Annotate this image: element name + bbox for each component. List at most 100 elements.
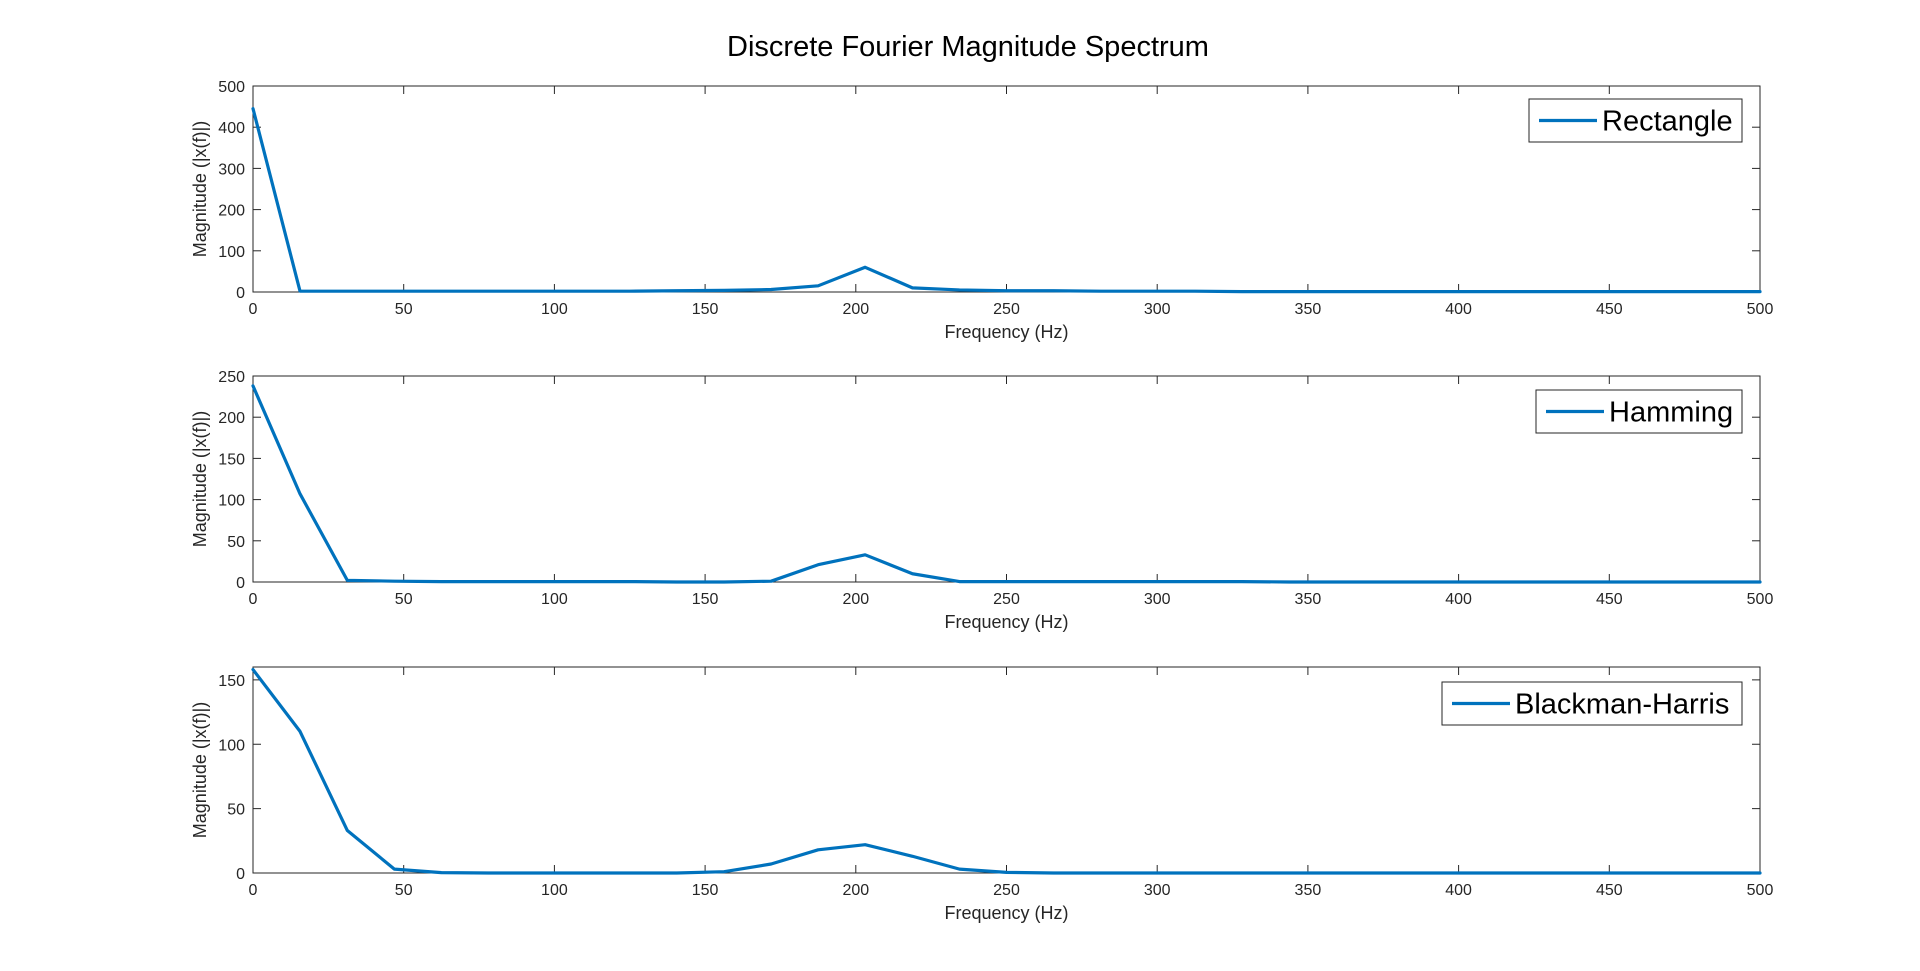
subplot-3: 0 50 100 150 200 250 300 350 400 450 500 0 50 100 150 F… xyxy=(190,666,1773,923)
x-tick-label: 0 xyxy=(249,882,258,899)
data-point xyxy=(1288,871,1291,874)
data-point xyxy=(534,290,537,293)
data-point xyxy=(1711,290,1714,293)
x-tick-label: 450 xyxy=(1596,882,1623,899)
data-point xyxy=(581,580,584,583)
y-tick-label: 0 xyxy=(236,285,245,302)
data-point xyxy=(1523,871,1526,874)
y-tick-label: 100 xyxy=(218,737,245,754)
data-point xyxy=(628,871,631,874)
x-tick-label: 200 xyxy=(842,591,869,608)
data-point xyxy=(958,288,961,291)
data-point xyxy=(1758,290,1761,293)
x-tick-label: 200 xyxy=(842,882,869,899)
x-tick-label: 50 xyxy=(395,882,413,899)
x-tick-label: 350 xyxy=(1295,591,1322,608)
y-axis-label: Magnitude (|x(f)|) xyxy=(190,121,210,257)
data-point xyxy=(1052,289,1055,292)
data-point xyxy=(1523,580,1526,583)
x-tick-label: 200 xyxy=(842,301,869,318)
legend: Rectangle xyxy=(1528,98,1743,143)
x-tick-label: 150 xyxy=(692,301,719,318)
data-point xyxy=(1382,871,1385,874)
data-point xyxy=(534,580,537,583)
data-point xyxy=(581,290,584,293)
data-point xyxy=(675,871,678,874)
x-tick-label: 100 xyxy=(541,591,568,608)
data-point xyxy=(346,829,349,832)
data-point xyxy=(440,871,443,874)
data-point xyxy=(1288,290,1291,293)
x-tick-label: 300 xyxy=(1144,301,1171,318)
x-tick-label: 400 xyxy=(1445,301,1472,318)
data-point xyxy=(958,580,961,583)
x-tick-label: 300 xyxy=(1144,591,1171,608)
data-point xyxy=(1099,580,1102,583)
x-axis-label: Frequency (Hz) xyxy=(944,322,1068,342)
data-point xyxy=(1052,871,1055,874)
x-tick-label: 250 xyxy=(993,301,1020,318)
data-point xyxy=(1429,580,1432,583)
x-tick-label: 250 xyxy=(993,882,1020,899)
x-tick-label: 450 xyxy=(1596,591,1623,608)
data-point xyxy=(864,843,867,846)
data-point xyxy=(1570,871,1573,874)
data-point xyxy=(1240,871,1243,874)
data-point xyxy=(1005,289,1008,292)
data-point xyxy=(911,855,914,858)
x-tick-label: 500 xyxy=(1747,591,1774,608)
y-tick-label: 150 xyxy=(218,673,245,690)
data-point xyxy=(393,580,396,583)
data-point xyxy=(534,871,537,874)
legend-entry-label: Blackman-Harris xyxy=(1515,689,1729,721)
data-point xyxy=(864,553,867,556)
data-point xyxy=(1617,580,1620,583)
x-axis-label: Frequency (Hz) xyxy=(944,612,1068,632)
data-point xyxy=(393,290,396,293)
y-tick-label: 0 xyxy=(236,866,245,883)
data-point xyxy=(251,668,254,671)
y-tick-label: 0 xyxy=(236,575,245,592)
y-axis-label: Magnitude (|x(f)|) xyxy=(190,411,210,547)
data-point xyxy=(911,572,914,575)
legend: Hamming xyxy=(1535,389,1743,434)
x-tick-label: 250 xyxy=(993,591,1020,608)
legend-entry-label: Rectangle xyxy=(1602,106,1733,138)
data-point xyxy=(251,384,254,387)
x-tick-label: 350 xyxy=(1295,882,1322,899)
y-tick-label: 200 xyxy=(218,203,245,220)
x-tick-label: 400 xyxy=(1445,591,1472,608)
data-point xyxy=(393,868,396,871)
legend: Blackman-Harris xyxy=(1441,681,1743,726)
y-tick-label: 50 xyxy=(227,534,245,551)
data-point xyxy=(628,290,631,293)
data-point xyxy=(770,580,773,583)
data-point xyxy=(1429,290,1432,293)
y-tick-label: 500 xyxy=(218,79,245,96)
data-point xyxy=(1193,580,1196,583)
x-tick-label: 100 xyxy=(541,301,568,318)
data-point xyxy=(1664,580,1667,583)
figure-title: Discrete Fourier Magnitude Spectrum xyxy=(727,31,1209,63)
subplots: 0 50 100 150 200 250 300 350 400 450 5000100200300… xyxy=(190,79,1773,923)
data-point xyxy=(487,580,490,583)
data-point xyxy=(1523,290,1526,293)
x-axis-label: Frequency (Hz) xyxy=(944,903,1068,923)
data-point xyxy=(1099,871,1102,874)
data-point xyxy=(1476,580,1479,583)
y-tick-label: 50 xyxy=(227,802,245,819)
data-point xyxy=(1193,290,1196,293)
subplot-1: 0 50 100 150 200 250 300 350 400 450 500 0 100 200 300… xyxy=(190,79,1773,342)
data-point xyxy=(487,290,490,293)
y-tick-label: 300 xyxy=(218,161,245,178)
x-tick-label: 150 xyxy=(692,882,719,899)
plot-area xyxy=(252,375,1761,583)
data-point xyxy=(1570,580,1573,583)
data-point xyxy=(1005,580,1008,583)
y-tick-label: 100 xyxy=(218,244,245,261)
x-tick-label: 500 xyxy=(1747,301,1774,318)
data-point xyxy=(722,870,725,873)
x-tick-label: 0 xyxy=(249,301,258,318)
data-point xyxy=(817,284,820,287)
